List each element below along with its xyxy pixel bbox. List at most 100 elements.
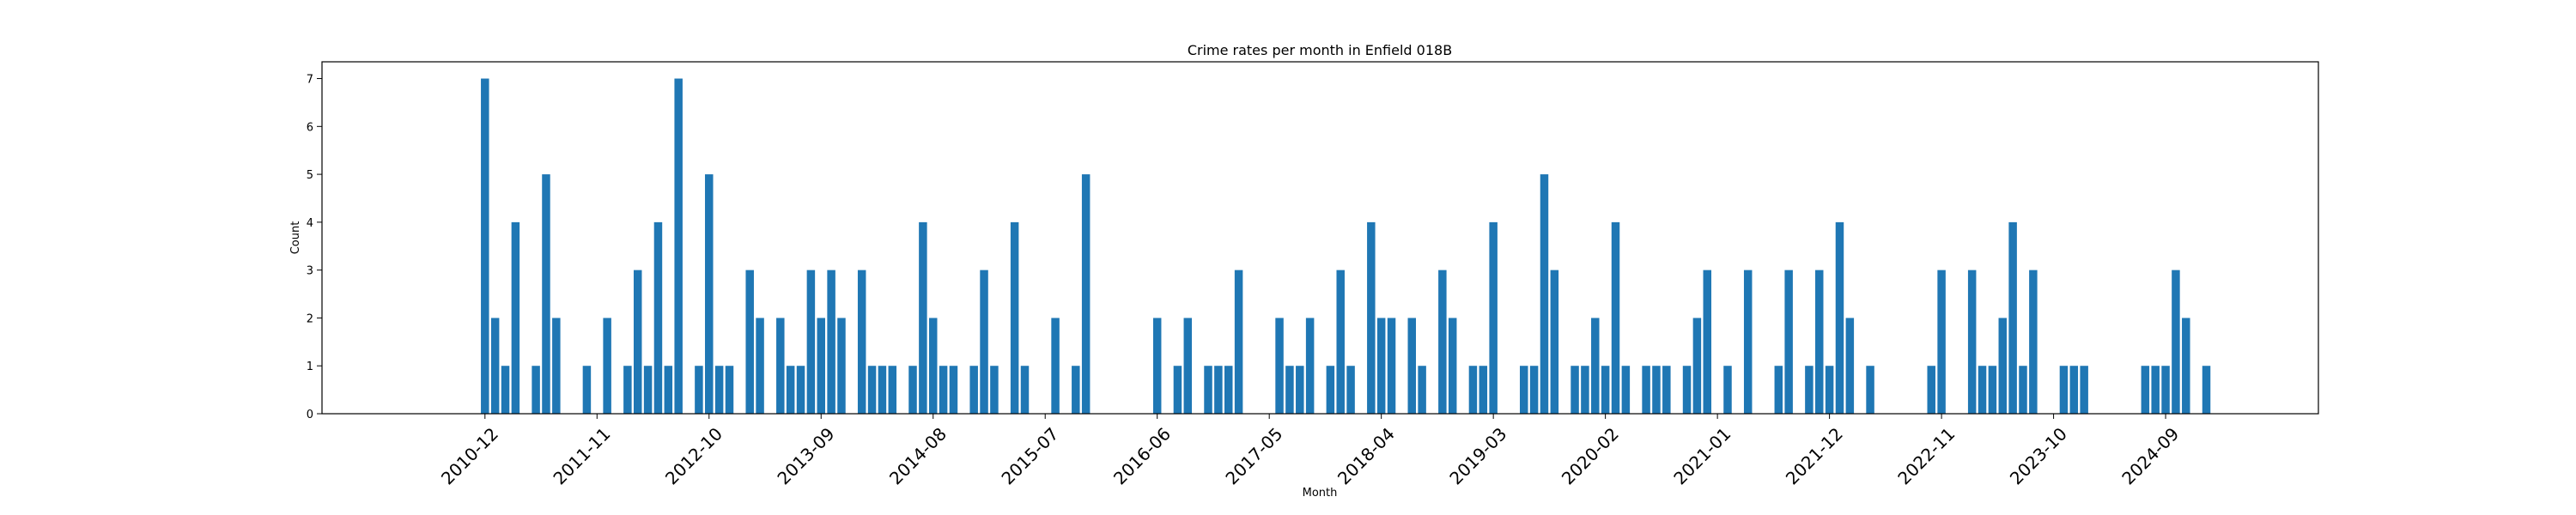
bar-2019-03 xyxy=(1489,221,1498,414)
bars-group xyxy=(481,78,2211,415)
bar-2021-07 xyxy=(1774,366,1783,414)
bar-2019-08 xyxy=(1540,174,1549,414)
bar-2023-05 xyxy=(1998,318,2008,414)
bar-2013-09 xyxy=(817,318,825,414)
bar-2018-10 xyxy=(1438,270,1447,414)
bar-2012-12 xyxy=(725,366,734,414)
bar-2016-11 xyxy=(1204,366,1212,414)
y-tick-label: 7 xyxy=(307,74,313,87)
bar-2024-08 xyxy=(2151,366,2160,414)
bar-2017-09 xyxy=(1305,318,1315,414)
bar-2017-11 xyxy=(1326,366,1335,414)
bar-2023-12 xyxy=(2069,366,2079,414)
bar-2013-05 xyxy=(776,318,785,414)
bar-2011-07 xyxy=(552,318,561,414)
bar-2022-11 xyxy=(1937,270,1946,414)
bar-2015-04 xyxy=(1010,221,1019,414)
bar-2021-11 xyxy=(1815,270,1824,414)
bar-2015-05 xyxy=(1020,366,1030,414)
bar-2023-03 xyxy=(1978,366,1987,414)
bar-2011-01 xyxy=(490,318,500,414)
chart-title: Crime rates per month in Enfield 018B xyxy=(1188,42,1452,58)
bar-2014-07 xyxy=(919,221,927,414)
bar-2022-04 xyxy=(1866,366,1874,414)
bar-2012-06 xyxy=(664,366,673,414)
bar-2011-06 xyxy=(542,174,550,414)
bar-2015-02 xyxy=(990,366,999,414)
bar-2016-08 xyxy=(1173,366,1182,414)
y-tick-label: 3 xyxy=(307,265,313,278)
bar-2017-07 xyxy=(1285,366,1294,414)
y-axis-label: Count xyxy=(289,221,302,255)
bar-2018-07 xyxy=(1407,318,1417,414)
bar-2012-03 xyxy=(633,270,642,414)
y-tick-label: 1 xyxy=(307,360,313,373)
bar-2010-12 xyxy=(481,78,489,415)
bar-2016-12 xyxy=(1214,366,1223,414)
bar-2011-10 xyxy=(582,366,592,414)
bar-2022-01 xyxy=(1835,221,1844,414)
bar-2022-10 xyxy=(1927,366,1935,414)
y-tick-label: 4 xyxy=(307,217,313,230)
bar-2019-01 xyxy=(1468,366,1478,414)
bar-2012-11 xyxy=(714,366,724,414)
bar-2023-04 xyxy=(1988,366,1997,414)
y-tick-label: 6 xyxy=(307,121,313,134)
bar-2018-01 xyxy=(1346,366,1355,414)
bar-2019-09 xyxy=(1550,270,1559,414)
bar-2014-02 xyxy=(867,366,877,414)
bar-2011-12 xyxy=(603,318,611,414)
bar-2019-07 xyxy=(1529,366,1539,414)
y-tick-label: 0 xyxy=(307,409,313,421)
bar-2014-01 xyxy=(857,270,866,414)
bar-2024-07 xyxy=(2141,366,2150,414)
bar-2015-11 xyxy=(1081,174,1091,414)
bar-2018-08 xyxy=(1418,366,1426,414)
bar-2011-02 xyxy=(501,366,510,414)
bar-2020-10 xyxy=(1682,366,1692,414)
bar-2013-03 xyxy=(756,318,764,414)
bar-2022-02 xyxy=(1845,318,1855,414)
bar-2012-07 xyxy=(674,78,683,415)
bar-2014-03 xyxy=(878,366,887,414)
bar-2020-06 xyxy=(1642,366,1650,414)
bar-2024-10 xyxy=(2172,270,2180,414)
bar-2020-04 xyxy=(1621,366,1631,414)
bar-2012-05 xyxy=(653,221,663,414)
y-tick-label: 5 xyxy=(307,169,313,182)
bar-2012-09 xyxy=(695,366,703,414)
bar-2011-05 xyxy=(532,366,540,414)
bar-2023-02 xyxy=(1967,270,1977,414)
bar-2017-08 xyxy=(1296,366,1304,414)
bar-2019-02 xyxy=(1479,366,1488,414)
bar-2017-12 xyxy=(1336,270,1345,414)
bar-2019-12 xyxy=(1581,366,1589,414)
bar-2013-11 xyxy=(837,318,846,414)
bar-2020-03 xyxy=(1611,221,1620,414)
plot-frame xyxy=(321,61,2319,415)
y-tick-label: 2 xyxy=(307,312,313,325)
bar-2023-06 xyxy=(2008,221,2017,414)
bar-2018-04 xyxy=(1376,318,1386,414)
bar-2020-02 xyxy=(1601,366,1610,414)
bar-2013-02 xyxy=(745,270,754,414)
bar-2021-12 xyxy=(1825,366,1834,414)
bar-2019-06 xyxy=(1520,366,1528,414)
bar-2013-08 xyxy=(806,270,816,414)
bar-2023-08 xyxy=(2029,270,2038,414)
bar-2012-10 xyxy=(705,174,714,414)
bar-2021-08 xyxy=(1784,270,1793,414)
bar-2015-01 xyxy=(980,270,988,414)
bar-2015-10 xyxy=(1072,366,1080,414)
bar-2014-06 xyxy=(908,366,917,414)
bar-2021-02 xyxy=(1723,366,1732,414)
bar-2020-12 xyxy=(1703,270,1712,414)
bar-2012-02 xyxy=(623,366,632,414)
bar-2023-07 xyxy=(2019,366,2027,414)
bar-2020-11 xyxy=(1692,318,1702,414)
bar-2020-07 xyxy=(1652,366,1661,414)
bar-2024-09 xyxy=(2161,366,2170,414)
bar-2014-09 xyxy=(939,366,948,414)
bar-2016-06 xyxy=(1152,318,1162,414)
